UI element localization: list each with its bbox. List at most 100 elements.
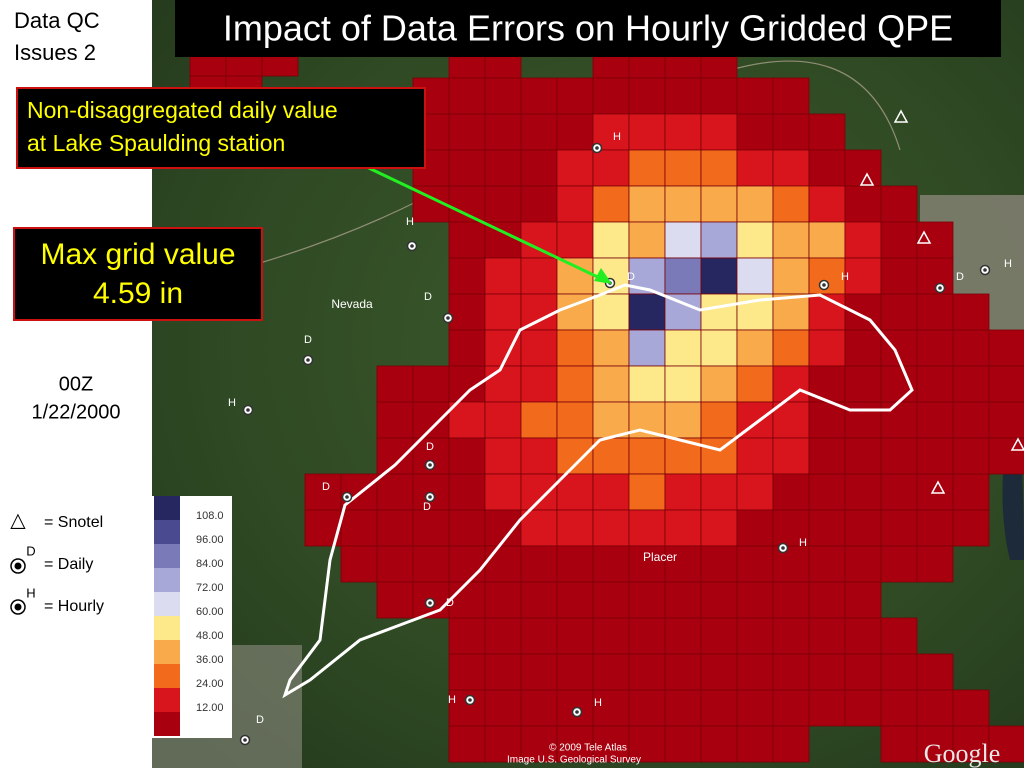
grid-cell [376,401,414,439]
grid-cell [844,545,882,583]
grid-cell [556,725,594,763]
grid-cell [556,221,594,259]
grid-cell [844,473,882,511]
grid-cell [916,401,954,439]
grid-cell [484,581,522,619]
station-marker-dot [822,283,826,287]
grid-cell [772,77,810,115]
grid-cell [772,617,810,655]
grid-cell [844,581,882,619]
grid-cell [700,509,738,547]
key-circle [10,558,26,574]
grid-cell [592,617,630,655]
station-marker-dot [781,546,785,550]
legend-swatch [154,592,180,616]
station-label: D [424,291,432,303]
legend-swatch [154,712,180,736]
grid-cell [664,689,702,727]
time-label: 00Z [59,373,93,395]
grid-cell [772,221,810,259]
grid-cell [592,365,630,403]
grid-cell [664,329,702,367]
key-symbol: D [26,543,35,558]
grid-cell [484,329,522,367]
grid-cell [916,509,954,547]
station-label: H [448,694,456,706]
grid-cell [556,401,594,439]
snotel-marker [1010,437,1024,451]
station-label: D [446,597,454,609]
grid-cell [376,473,414,511]
grid-cell [808,113,846,151]
grid-cell [412,401,450,439]
grid-cell [664,509,702,547]
arrow [351,158,605,282]
grid-cell [520,401,558,439]
annotation-text: at Lake Spaulding station [27,130,285,156]
grid-cell [448,77,486,115]
station-marker-dot [575,710,579,714]
grid-cell [808,185,846,223]
grid-cell [700,293,738,331]
grid-cell [628,689,666,727]
grid-cell [448,617,486,655]
grid-cell [592,185,630,223]
grid-cell [556,581,594,619]
grid-cell [556,113,594,151]
station-label: H [228,397,236,409]
grid-cell [988,437,1024,475]
station-label: D [423,501,431,513]
grid-cell [520,437,558,475]
grid-cell [592,473,630,511]
grid-cell [448,329,486,367]
grid-cell [448,653,486,691]
grid-cell [484,689,522,727]
snotel-marker [916,230,932,244]
grid-cell [484,617,522,655]
watershed-outline [282,283,914,699]
grid-cell [772,437,810,475]
slide-title: Impact of Data Errors on Hourly Gridded … [223,8,953,49]
grid-cell [664,185,702,223]
grid-cell [844,689,882,727]
grid-cell [520,617,558,655]
color-legend: 108.0 96.00 84.00 72.00 60.00 48.00 36.00 24.00… [154,496,224,736]
grid-cell [880,509,918,547]
grid-cell [808,149,846,187]
grid-cell [700,653,738,691]
grid-cell [952,365,990,403]
legend-label: 108.0 [196,510,224,522]
station-label: D [956,271,964,283]
grid-cell [592,401,630,439]
grid-cell [520,509,558,547]
grid-cell [808,617,846,655]
grid-cell [520,689,558,727]
grid-cell [520,653,558,691]
grid-cell [484,545,522,583]
grid-cell [736,437,774,475]
grid-cell [520,149,558,187]
grid-cell [376,545,414,583]
legend-swatch [154,496,180,520]
grid-cell [916,437,954,475]
grid-cell [484,149,522,187]
grid-cell [736,725,774,763]
grid-cell [628,149,666,187]
grid-cell [628,185,666,223]
grid-cell [700,725,738,763]
grid-cell [520,329,558,367]
grid-cell [844,509,882,547]
station-marker-dot [446,316,450,320]
grid-cell [988,725,1024,763]
grid-cell [772,545,810,583]
grid-cell [448,149,486,187]
corner-label: Data QC [14,8,100,33]
grid-cell [448,185,486,223]
grid-cell [448,581,486,619]
station-label: D [627,271,635,283]
grid-cell [916,689,954,727]
grid-cell [844,257,882,295]
grid-cell [628,293,666,331]
max-box [13,227,263,321]
station-label: D [322,481,330,493]
